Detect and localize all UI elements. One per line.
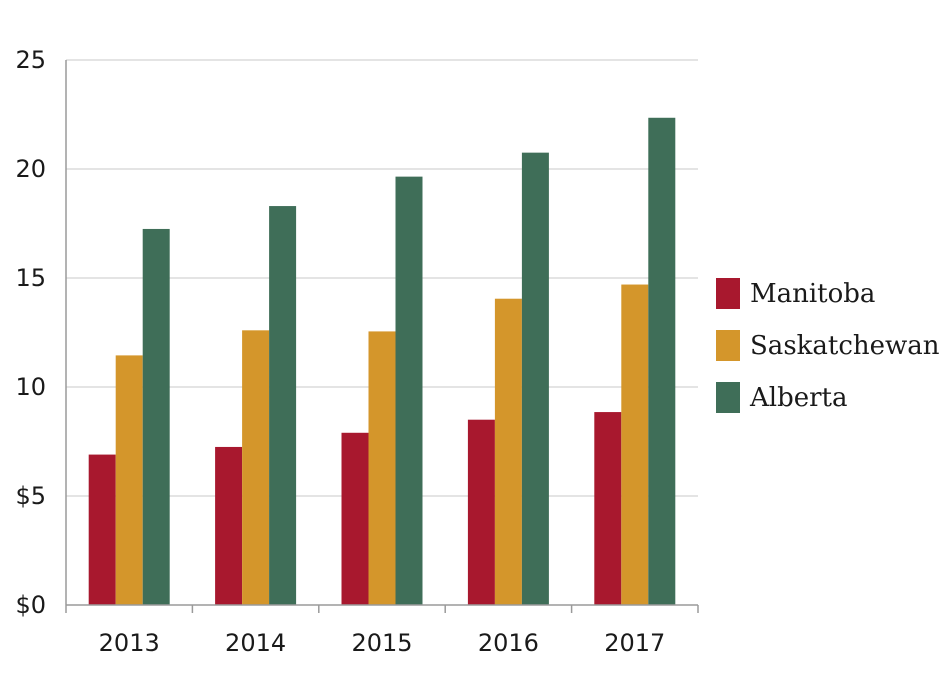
bar-manitoba-2017: [594, 412, 622, 605]
legend-label-manitoba: Manitoba: [750, 279, 875, 309]
bar-saskatchewan-2013: [115, 355, 143, 605]
bar-manitoba-2014: [215, 446, 243, 605]
bar-saskatchewan-2014: [242, 330, 270, 605]
bar-manitoba-2016: [467, 419, 495, 605]
bar-saskatchewan-2015: [368, 331, 396, 605]
bar-alberta-2016: [521, 152, 549, 605]
y-tick-label: 10: [15, 373, 46, 401]
x-tick-label: 2017: [604, 629, 665, 657]
x-tick-label: 2014: [225, 629, 286, 657]
bars: [88, 117, 676, 606]
bar-alberta-2014: [269, 206, 297, 605]
bar-alberta-2013: [142, 228, 170, 605]
legend-swatch-manitoba: [716, 278, 740, 309]
bar-alberta-2017: [648, 117, 676, 606]
legend-swatch-alberta: [716, 382, 740, 413]
bar-manitoba-2013: [88, 454, 116, 605]
legend-label-alberta: Alberta: [749, 383, 848, 413]
bar-saskatchewan-2017: [621, 284, 649, 605]
x-tick-label: 2013: [99, 629, 160, 657]
y-tick-label: $0: [15, 591, 46, 619]
y-tick-label: 25: [15, 46, 46, 74]
bar-saskatchewan-2016: [494, 298, 522, 605]
bar-manitoba-2015: [341, 432, 369, 605]
legend-swatch-saskatchewan: [716, 330, 740, 361]
y-tick-label: 20: [15, 155, 46, 183]
legend: Manitoba Saskatchewan Alberta: [716, 278, 940, 413]
x-tick-label: 2015: [351, 629, 412, 657]
axes: $0 $5 10 15 20 25 2013 2014 2015 2016 2017: [15, 46, 699, 657]
grid-lines: [66, 59, 698, 497]
bar-alberta-2015: [395, 176, 423, 605]
x-tick-label: 2016: [478, 629, 539, 657]
y-tick-label: $5: [15, 482, 46, 510]
legend-label-saskatchewan: Saskatchewan: [750, 331, 940, 361]
y-tick-label: 15: [15, 264, 46, 292]
